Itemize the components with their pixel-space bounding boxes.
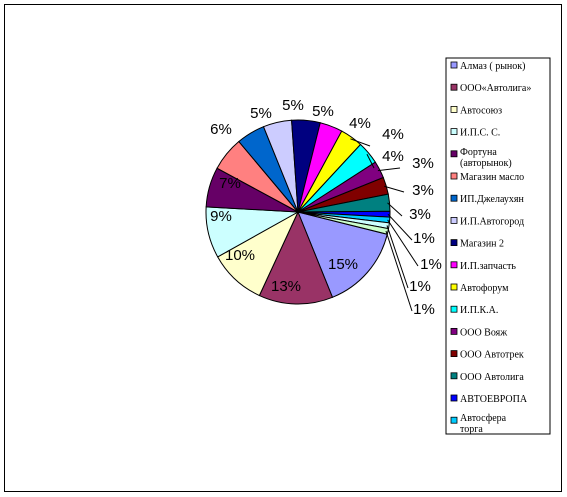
slice-value-label: 6%	[210, 121, 232, 138]
legend: Алмаз ( рынок) ООО«Автолига» Автосоюз И.П.С…	[445, 57, 551, 435]
slice-value-label: 1%	[420, 256, 442, 273]
legend-swatch	[450, 416, 458, 424]
legend-swatch	[450, 394, 458, 402]
slice-value-label: 4%	[382, 126, 404, 143]
legend-swatch	[450, 83, 458, 91]
leader-line	[387, 202, 403, 217]
leader-line	[387, 219, 419, 267]
legend-swatch	[450, 261, 458, 269]
legend-swatch	[450, 305, 458, 313]
legend-entry: И.П.Автогород	[460, 216, 524, 227]
slice-value-label: 10%	[225, 247, 255, 264]
slice-labels: 15% 13% 10% 9% 7% 6% 5% 5% 5% 4% 4% 4% 3% 3% 3% 1% 1% 1% 1…	[210, 97, 442, 318]
legend-entry: Магазин 2	[460, 239, 504, 250]
legend-swatch	[450, 350, 458, 358]
pie-slices	[205, 119, 391, 305]
pie-slice	[297, 211, 388, 298]
legend-swatch	[450, 327, 458, 335]
legend-entry: Алмаз ( рынок)	[460, 61, 525, 72]
legend-swatch	[450, 61, 458, 69]
slice-value-label: 4%	[382, 148, 404, 165]
legend-swatch	[450, 216, 458, 224]
leader-line	[386, 225, 409, 289]
legend-entry: Магазин масло	[460, 172, 524, 183]
legend-swatch	[450, 239, 458, 247]
legend-entry: ИП.Джелаухян	[460, 194, 525, 205]
pie-slice	[258, 210, 334, 305]
slice-value-label: 9%	[210, 208, 232, 225]
slice-value-label: 1%	[413, 230, 435, 247]
leader-line	[384, 185, 405, 193]
legend-swatch	[450, 194, 458, 202]
slice-value-label: 3%	[412, 155, 434, 172]
label-leader-lines	[350, 138, 419, 312]
slice-value-label: 15%	[328, 256, 358, 273]
legend-swatch	[450, 283, 458, 291]
legend-swatch	[450, 372, 458, 380]
legend-entry: Автосоюз	[460, 105, 502, 116]
leader-line	[366, 153, 375, 169]
legend-entry: ООО Автолига	[460, 372, 524, 383]
slice-value-label: 5%	[250, 105, 272, 122]
legend-entry: И.П.К.А.	[460, 305, 498, 316]
leader-line	[350, 138, 371, 147]
legend-entry: Фортуна (авторынок)	[460, 147, 512, 169]
slice-value-label: 5%	[312, 103, 334, 120]
slice-value-label: 1%	[409, 278, 431, 295]
legend-swatch	[450, 172, 458, 180]
legend-entry: ООО Автотрек	[460, 350, 524, 361]
legend-swatch	[450, 106, 458, 113]
legend-entry: И.П.С. С.	[460, 128, 500, 139]
leader-line	[387, 213, 413, 241]
leader-line	[377, 167, 401, 172]
slice-value-label: 7%	[219, 175, 241, 192]
legend-entry: Автосфера торга	[460, 413, 507, 435]
slice-value-label: 3%	[409, 206, 431, 223]
slice-value-label: 1%	[413, 301, 435, 318]
legend-entry: ООО Вояж	[460, 327, 507, 338]
legend-swatch	[450, 150, 458, 158]
slice-value-label: 5%	[282, 97, 304, 114]
legend-entry: АВТОЕВРОПА	[460, 394, 528, 405]
slice-value-label: 3%	[412, 182, 434, 199]
legend-box	[445, 57, 551, 435]
slice-value-label: 4%	[349, 115, 371, 132]
legend-entry: ООО«Автолига»	[460, 83, 531, 94]
leader-line	[385, 230, 413, 312]
slice-value-label: 13%	[271, 278, 301, 295]
legend-swatch	[450, 128, 458, 136]
legend-entry: Автофорум	[460, 283, 509, 294]
legend-entry: И.П.запчасть	[460, 261, 516, 272]
